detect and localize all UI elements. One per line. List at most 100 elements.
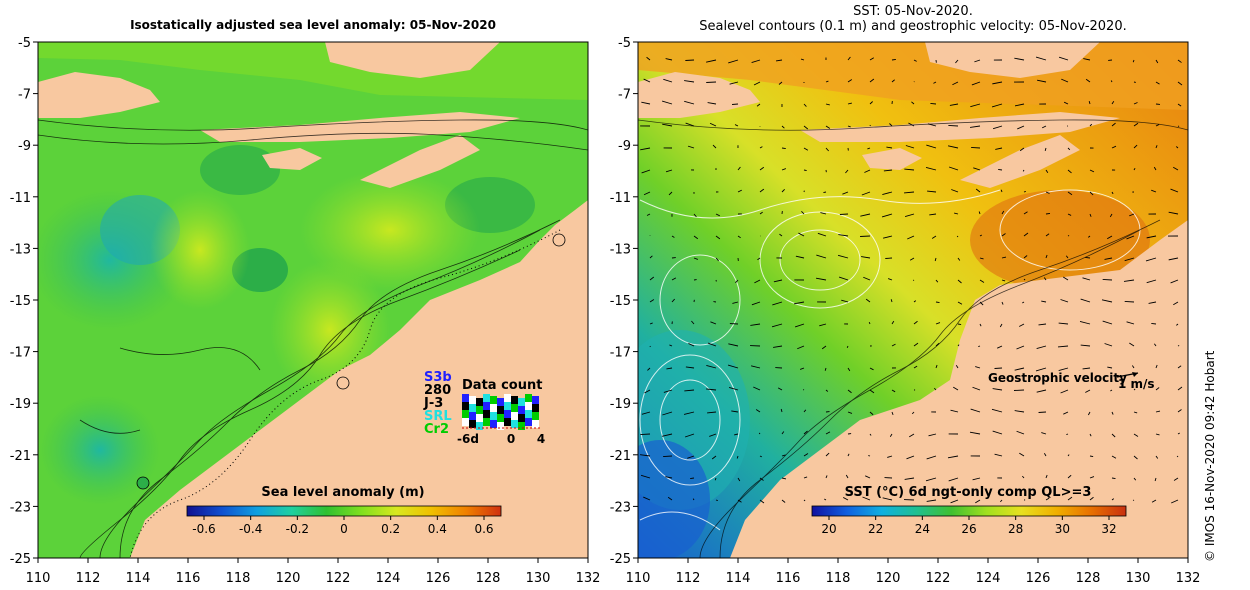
tide-gauge-marker[interactable] [552,233,566,247]
velocity-arrow [1000,499,1003,503]
velocity-arrow [1061,78,1069,83]
velocity-arrow [969,431,981,435]
velocity-arrow [671,235,675,238]
velocity-arrow [1036,345,1047,349]
velocity-arrow [1022,475,1025,479]
velocity-arrow [1089,191,1094,196]
velocity-arrow [803,147,809,151]
velocity-arrow [1022,301,1025,304]
velocity-arrow [926,499,937,502]
velocity-arrow [847,102,852,105]
velocity-arrow [1067,147,1071,151]
velocity-arrow [1041,125,1047,129]
velocity-arrow [687,455,695,459]
lesser-sunda-islands [200,112,520,142]
sla-high-anomaly [150,190,250,310]
velocity-arrow [1133,388,1136,391]
credit-text: © IMOS 16-Nov-2020 09:42 Hobart [1203,350,1217,562]
velocity-arrow [1041,432,1047,435]
velocity-arrow [1172,166,1179,171]
velocity-arrow [641,411,651,415]
velocity-arrow [1151,189,1157,193]
velocity-arrow [1133,122,1139,127]
velocity-arrow [1037,79,1047,83]
velocity-arrow [759,146,763,149]
sst-colorbar: SST (°C) 6d ngt-only comp QL>=3 20 22 24 26… [811,485,1127,536]
velocity-arrow [891,79,895,83]
velocity-arrow [751,301,761,306]
sla-map[interactable] [30,42,588,558]
data-count-cell [532,420,539,428]
velocity-arrow [1065,255,1069,259]
velocity-arrow [803,103,807,107]
velocity-arrow [1111,122,1116,127]
data-count-cell [469,420,476,428]
data-count-cell [532,412,539,420]
velocity-arrow [1133,433,1139,437]
velocity-arrow [891,320,895,325]
velocity-arrow [1170,188,1179,193]
velocity-arrow [948,166,959,171]
velocity-arrow [1045,169,1049,173]
velocity-arrow [1067,474,1072,479]
axis-ticks: 110 112 114 116 118 120 122 124 126 128 130 132 -5 -7… [10,36,1201,586]
velocity-arrow [1036,389,1047,393]
y-tick-label: -13 [10,242,31,257]
velocity-arrow [1035,56,1047,61]
x-tick-label: 130 [1126,571,1151,586]
velocity-arrow [662,123,673,127]
velocity-arrow [1060,299,1069,303]
velocity-arrow [926,144,937,149]
velocity-arrow [640,474,651,479]
tide-gauge-marker[interactable] [336,376,350,390]
velocity-arrow [665,476,673,479]
data-count-cell [504,410,511,418]
velocity-arrow [1083,58,1091,61]
data-count-cell [518,406,525,414]
data-count-tick: -6d [457,432,479,446]
velocity-arrow [1014,367,1025,371]
velocity-arrow [755,409,761,413]
velocity-arrow [731,103,739,105]
velocity-arrow [671,277,677,281]
velocity-arrow [1089,169,1095,173]
velocity-arrow [928,433,937,437]
velocity-arrow [728,343,739,347]
velocity-arrow [1085,257,1091,259]
velocity-arrow [994,453,1003,457]
velocity-arrow [1058,56,1069,61]
velocity-arrow [1063,101,1069,105]
sumba-island-right [862,148,922,170]
velocity-arrow [1066,433,1069,435]
velocity-arrow [668,191,673,196]
velocity-arrow [825,80,829,83]
sst-cold-pool [638,440,710,558]
velocity-arrow [1063,411,1069,415]
y-tick-label: -5 [18,36,31,51]
velocity-arrow [759,499,765,504]
velocity-arrow [1001,210,1005,215]
velocity-arrow [867,147,871,150]
data-count-cell [483,410,490,418]
velocity-arrow [881,213,893,218]
tide-gauge-marker[interactable] [136,476,150,490]
velocity-arrow [1177,103,1182,107]
y-tick-label: -25 [10,552,31,567]
colorbar-tick-label: -0.6 [192,522,215,536]
velocity-arrow [883,169,893,172]
velocity-arrow [821,345,827,350]
velocity-arrow [979,301,984,306]
velocity-arrow [1131,365,1135,369]
velocity-arrow [1067,169,1072,174]
velocity-arrow [1057,345,1069,348]
velocity-arrow [891,389,896,393]
velocity-arrow [753,386,761,391]
x-tick-label: 112 [76,571,101,586]
velocity-arrow [891,411,894,416]
velocity-arrow [957,344,960,347]
sst-map[interactable] [610,42,1188,560]
velocity-arrow [841,299,849,303]
x-tick-label: 132 [1176,571,1201,586]
velocity-arrow [869,78,875,83]
